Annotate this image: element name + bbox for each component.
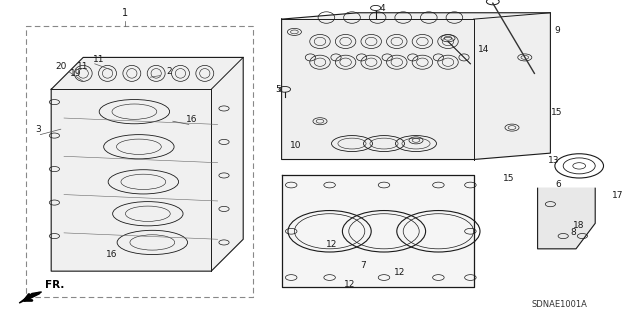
Text: 11: 11 (93, 55, 105, 64)
Bar (26, 26, 253, 297)
Text: 12: 12 (394, 268, 406, 277)
Polygon shape (282, 13, 550, 160)
Text: 9: 9 (554, 26, 559, 35)
Text: 11: 11 (77, 62, 89, 70)
Text: 4: 4 (380, 4, 385, 13)
Text: 13: 13 (548, 156, 559, 165)
Text: 7: 7 (360, 261, 365, 270)
Text: 20: 20 (55, 62, 67, 70)
Text: 16: 16 (186, 115, 198, 124)
Text: 2: 2 (167, 67, 172, 76)
Text: 12: 12 (326, 240, 337, 249)
Text: 14: 14 (477, 45, 489, 54)
Polygon shape (51, 57, 243, 271)
Text: 15: 15 (503, 174, 515, 182)
Text: 19: 19 (70, 69, 81, 78)
Text: 1: 1 (122, 8, 128, 18)
Text: 16: 16 (106, 250, 118, 259)
Text: SDNAE1001A: SDNAE1001A (531, 300, 587, 309)
Polygon shape (19, 292, 42, 303)
Polygon shape (282, 175, 474, 287)
Text: 8: 8 (570, 228, 575, 237)
Text: 6: 6 (556, 180, 561, 189)
Text: 10: 10 (290, 141, 301, 150)
Text: 15: 15 (551, 108, 563, 117)
Text: 17: 17 (612, 191, 623, 200)
Text: 3: 3 (36, 125, 41, 134)
Text: 5: 5 (276, 85, 281, 94)
Polygon shape (538, 188, 595, 249)
Text: FR.: FR. (45, 280, 64, 290)
Text: 18: 18 (573, 221, 585, 230)
Text: 12: 12 (344, 280, 356, 289)
